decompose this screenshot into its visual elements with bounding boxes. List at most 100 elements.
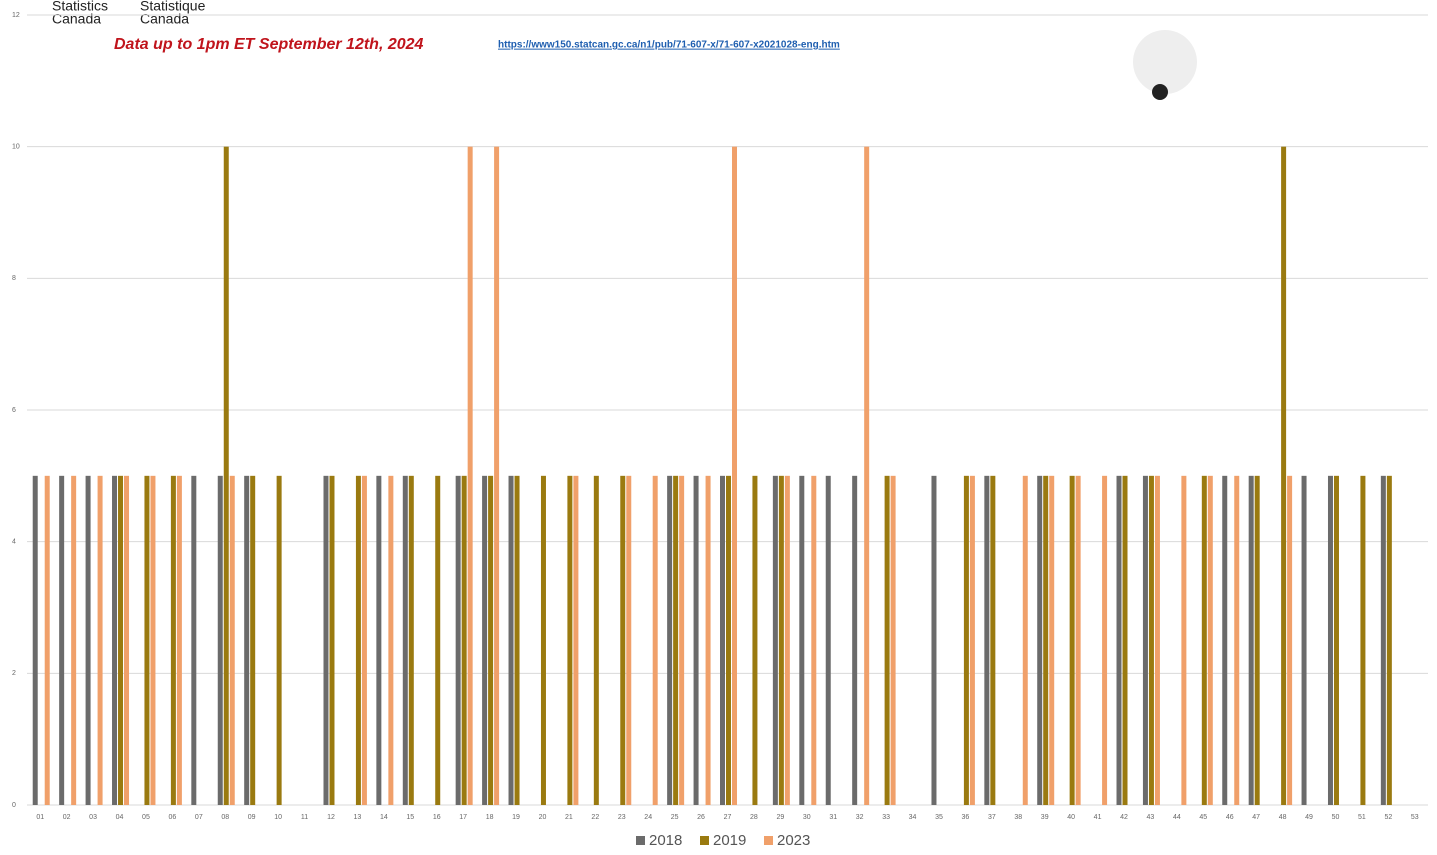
x-tick-label: 16	[433, 814, 441, 821]
x-tick-label: 29	[776, 814, 784, 821]
bar	[276, 475, 282, 805]
x-tick-label: 31	[829, 814, 837, 821]
legend-swatch	[636, 836, 645, 845]
bar	[176, 475, 182, 805]
bar	[229, 475, 235, 805]
bar	[652, 475, 658, 805]
logo-text: Statistique	[140, 0, 206, 14]
bar	[1254, 475, 1260, 805]
x-tick-label: 21	[565, 814, 573, 821]
bar	[1122, 475, 1128, 805]
x-tick-label: 23	[618, 814, 626, 821]
bar	[223, 146, 229, 805]
bar	[1075, 475, 1081, 805]
x-tick-label: 06	[168, 814, 176, 821]
legend-label: 2019	[713, 832, 746, 849]
y-tick-label: 6	[12, 407, 16, 414]
bar	[626, 475, 632, 805]
bar	[1222, 475, 1228, 805]
x-tick-label: 10	[274, 814, 282, 821]
logo-text: Statistics	[52, 0, 108, 14]
bar	[355, 475, 361, 805]
bar	[693, 475, 699, 805]
bar	[402, 475, 408, 805]
x-tick-label: 35	[935, 814, 943, 821]
bar	[1154, 475, 1160, 805]
x-tick-label: 22	[591, 814, 599, 821]
bar	[408, 475, 414, 805]
bar	[732, 146, 737, 805]
bar	[329, 475, 335, 805]
bar	[191, 475, 197, 805]
x-tick-label: 47	[1252, 814, 1260, 821]
x-tick-label: 51	[1358, 814, 1366, 821]
bar	[1069, 475, 1075, 805]
bar	[59, 475, 65, 805]
y-tick-label: 12	[12, 12, 20, 19]
bar	[170, 475, 176, 805]
x-tick-label: 02	[63, 814, 71, 821]
bar	[679, 475, 685, 805]
bar	[1043, 475, 1049, 805]
bar	[784, 475, 790, 805]
bar	[1201, 475, 1207, 805]
bar	[1148, 475, 1154, 805]
y-tick-label: 10	[12, 144, 20, 151]
bar	[1207, 475, 1213, 805]
x-tick-label: 14	[380, 814, 388, 821]
bar	[620, 475, 626, 805]
x-tick-label: 07	[195, 814, 203, 821]
bar	[1142, 475, 1148, 805]
bar	[593, 475, 599, 805]
x-tick-label: 41	[1094, 814, 1102, 821]
source-link[interactable]: https://www150.statcan.gc.ca/n1/pub/71-6…	[498, 40, 840, 51]
x-tick-label: 27	[724, 814, 732, 821]
bar	[567, 475, 573, 805]
x-tick-label: 03	[89, 814, 97, 821]
paw-icon	[1152, 84, 1168, 100]
x-tick-label: 18	[486, 814, 494, 821]
x-tick-label: 45	[1199, 814, 1207, 821]
x-tick-label: 43	[1147, 814, 1155, 821]
x-tick-label: 33	[882, 814, 890, 821]
x-tick-label: 42	[1120, 814, 1128, 821]
bar	[467, 146, 473, 805]
bar	[112, 475, 118, 805]
logo-text: Canada	[140, 11, 189, 27]
bar	[494, 146, 500, 805]
bar	[455, 475, 461, 805]
bar	[752, 475, 758, 805]
bar	[705, 475, 711, 805]
x-tick-label: 53	[1411, 814, 1419, 821]
bar	[150, 475, 156, 805]
bar	[673, 475, 679, 805]
bar	[514, 475, 520, 805]
x-tick-label: 40	[1067, 814, 1075, 821]
bar	[1234, 475, 1240, 805]
bar	[376, 475, 382, 805]
bar	[32, 475, 38, 805]
bar	[852, 475, 858, 805]
bar	[144, 475, 150, 805]
bar	[1327, 475, 1333, 805]
legend-label: 2023	[777, 832, 810, 849]
y-tick-label: 2	[12, 670, 16, 677]
bar	[864, 146, 870, 805]
x-tick-label: 01	[36, 814, 44, 821]
x-tick-label: 49	[1305, 814, 1313, 821]
x-tick-label: 52	[1384, 814, 1392, 821]
bar	[1301, 475, 1307, 805]
bar	[778, 475, 784, 805]
bar	[890, 475, 896, 805]
x-tick-label: 28	[750, 814, 758, 821]
x-tick-label: 34	[909, 814, 917, 821]
bar	[1380, 475, 1386, 805]
bar	[726, 475, 731, 805]
bar	[963, 475, 969, 805]
x-tick-label: 38	[1014, 814, 1022, 821]
x-tick-label: 44	[1173, 814, 1181, 821]
bar	[984, 475, 990, 805]
bar	[44, 475, 50, 805]
x-tick-label: 50	[1332, 814, 1340, 821]
